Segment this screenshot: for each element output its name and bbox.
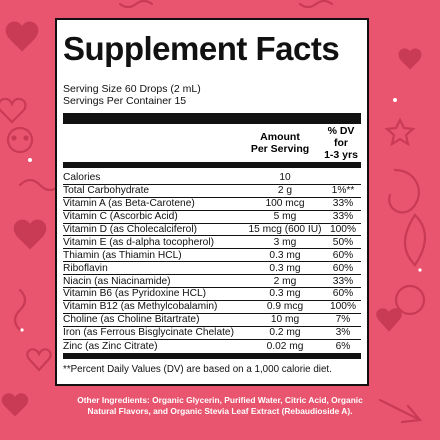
heart-doodle-icon [398,48,422,70]
table-row: Vitamin E (as d-alpha tocopherol) 3 mg 50% [63,236,361,250]
heart-doodle-icon [5,21,39,52]
servings-per-container: Servings Per Container 15 [63,95,187,107]
heart-doodle-icon [13,219,47,250]
daily-value-footnote: **Percent Daily Values (DV) are based on… [63,364,332,376]
heart-doodle-icon [26,348,52,372]
planet-doodle-icon [394,284,426,316]
bottom-divider [63,353,361,360]
dv-header: % DV for 1-3 yrs [324,125,358,161]
serving-size: Serving Size 60 Drops (2 mL) [63,83,201,95]
thick-divider [63,113,361,124]
table-row: Vitamin B6 (as Pyridoxine HCL) 0.3 mg 60% [63,288,361,301]
amount-header: Amount Per Serving [250,131,310,155]
face-doodle-icon [6,126,34,154]
swirl-doodle-icon [388,168,421,214]
table-row: Calories 10 [63,172,361,185]
table-row: Vitamin B12 (as Methylcobalamin) 0.9 mcg 1… [63,301,361,314]
table-row: Vitamin C (Ascorbic Acid) 5 mg 33% [63,211,361,224]
arrow-doodle-icon [378,398,423,424]
table-row: Choline (as Choline Bitartrate) 10 mg 7% [63,314,361,327]
heart-doodle-icon [0,97,27,124]
face-doodle-icon [11,135,17,141]
heart-doodle-icon [376,308,402,332]
table-row: Vitamin A (as Beta-Carotene) 100 mcg 33% [63,198,361,211]
face-doodle-icon [23,135,29,141]
squiggle-doodle-icon [18,178,62,192]
table-row: Zinc (as Zinc Citrate) 0.02 mg 6% [63,340,351,352]
table-row: Vitamin D (as Cholecalciferol) 15 mcg (60… [63,224,361,237]
other-ingredients: Other Ingredients: Organic Glycerin, Pur… [77,395,363,416]
heart-doodle-icon [1,393,29,417]
squiggle-doodle-icon [13,288,27,332]
table-row: Thiamin (as Thiamin HCL) 0.3 mg 60% [63,249,361,263]
star-doodle-icon [384,117,416,147]
column-headers: Amount Per Serving % DV for 1-3 yrs [63,124,361,162]
panel-title: Supplement Facts [63,30,340,67]
table-row: Total Carbohydrate 2 g 1%** [63,185,361,198]
nutrient-table: Calories 10 Total Carbohydrate 2 g 1%** Vit… [63,172,361,352]
table-row: Niacin (as Niacinamide) 2 mg 33% [63,275,361,289]
table-row: Iron (as Ferrous Bisglycinate Chelate) 0.… [63,327,361,340]
squiggle-doodle-icon [118,0,154,9]
supplement-facts-panel: Supplement Facts Serving Size 60 Drops (… [55,18,369,386]
leaf-doodle-icon [403,213,427,267]
medium-divider [63,162,361,168]
squiggle-doodle-icon [298,0,334,9]
table-row: Riboflavin 0.3 mg 60% [63,262,361,276]
